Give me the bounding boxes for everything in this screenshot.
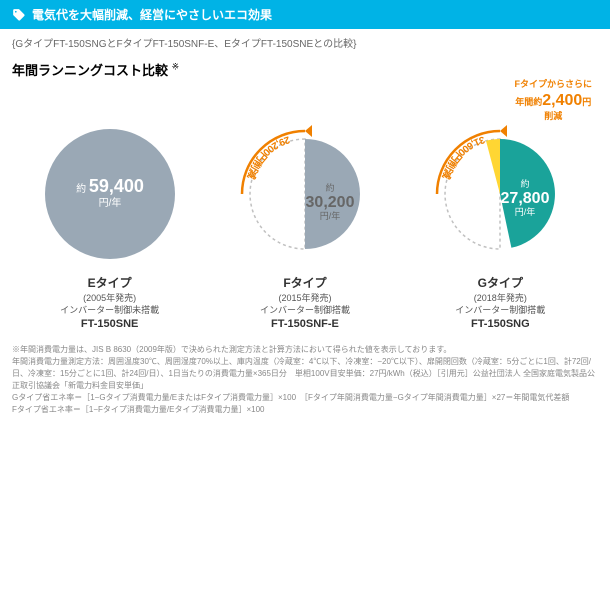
- svg-text:円/年: 円/年: [320, 210, 341, 221]
- banner-text: 電気代を大幅削減、経営にやさしいエコ効果: [32, 6, 272, 23]
- chart-f: 29,200円削減 約 30,200 円/年 Fタイプ (2015年発売) イン…: [215, 119, 395, 332]
- svg-text:約: 約: [325, 182, 334, 193]
- chart-f-svg: 29,200円削減 約 30,200 円/年: [230, 119, 380, 269]
- charts-container: Fタイプからさらに 年間約2,400円 削減 約 59,400 円/年 Eタイプ…: [0, 79, 610, 336]
- banner: 電気代を大幅削減、経営にやさしいエコ効果: [0, 0, 610, 29]
- section-title: 年間ランニングコスト比較 ※: [0, 56, 610, 79]
- svg-text:約: 約: [521, 178, 530, 189]
- subtitle: {GタイプFT-150SNGとFタイプFT-150SNF-E、EタイプFT-15…: [0, 29, 610, 56]
- svg-text:29,200円削減: 29,200円削減: [244, 133, 291, 181]
- svg-text:30,200: 30,200: [306, 194, 355, 211]
- svg-text:円/年: 円/年: [98, 196, 121, 209]
- callout: Fタイプからさらに 年間約2,400円 削減: [515, 79, 593, 123]
- svg-text:31,600円削減: 31,600円削減: [440, 133, 487, 181]
- tag-icon: [12, 8, 26, 22]
- svg-text:円/年: 円/年: [515, 206, 536, 217]
- chart-e: 約 59,400 円/年 Eタイプ (2005年発売) インバーター制御未搭載 …: [20, 119, 200, 332]
- chart-g-svg: 31,600円削減 約 27,800 円/年: [425, 119, 575, 269]
- footnote: ※年間消費電力量は、JIS B 8630（2009年版）で決められた測定方法と計…: [0, 336, 610, 432]
- svg-text:27,800: 27,800: [501, 190, 550, 207]
- chart-e-svg: 約 59,400 円/年: [40, 124, 180, 264]
- chart-g: 31,600円削減 約 27,800 円/年 Gタイプ (2018年発売) イン…: [410, 119, 590, 332]
